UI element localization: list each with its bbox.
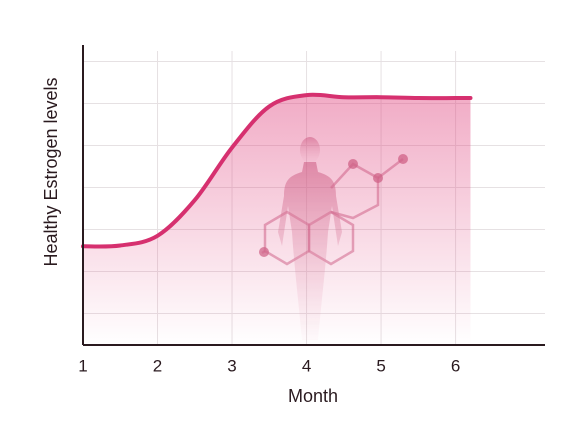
line: [81, 92, 473, 249]
x-tick-label: 2: [153, 356, 162, 375]
y-axis-label: Healthy Estrogen levels: [41, 77, 61, 266]
x-tick-label: 5: [376, 356, 385, 375]
decoration: [259, 137, 408, 340]
x-tick-label: 6: [451, 356, 460, 375]
area-fill: [83, 94, 471, 345]
x-tick-label: 3: [227, 356, 236, 375]
x-axis-label: Month: [288, 386, 338, 406]
x-tick-label: 4: [302, 356, 311, 375]
x-tick-label: 1: [78, 356, 87, 375]
